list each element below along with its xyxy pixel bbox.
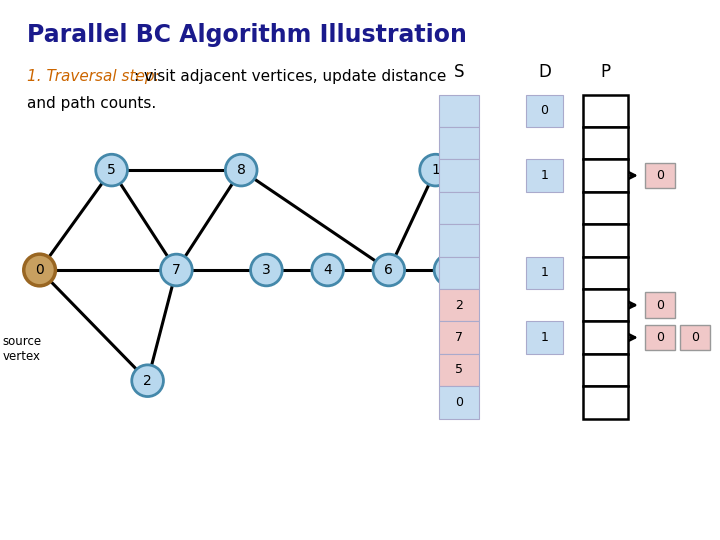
Bar [583, 94, 628, 127]
Text: 8: 8 [237, 163, 246, 177]
Bar [439, 321, 479, 354]
Text: 1: 1 [541, 331, 548, 344]
Text: 0: 0 [690, 331, 699, 344]
Bar [439, 354, 479, 386]
Bar [583, 354, 628, 386]
Bar [526, 321, 563, 354]
Text: 4: 4 [323, 263, 332, 277]
Text: 0: 0 [455, 396, 463, 409]
Bar [526, 256, 563, 289]
Text: 5: 5 [455, 363, 463, 376]
Bar [680, 325, 710, 350]
Bar [583, 386, 628, 418]
Text: Parallel BC Algorithm Illustration: Parallel BC Algorithm Illustration [27, 23, 467, 46]
Ellipse shape [24, 254, 55, 286]
Text: S: S [454, 63, 464, 81]
Text: : visit adjacent vertices, update distance: : visit adjacent vertices, update distan… [134, 69, 446, 84]
Bar [439, 224, 479, 256]
Text: 0: 0 [540, 104, 549, 117]
Bar [439, 192, 479, 224]
Bar [583, 127, 628, 159]
Bar [439, 289, 479, 321]
Bar [583, 256, 628, 289]
Ellipse shape [251, 254, 282, 286]
Text: 2: 2 [455, 299, 463, 312]
Text: 0: 0 [656, 299, 665, 312]
Text: 0: 0 [656, 331, 665, 344]
Text: and path counts.: and path counts. [27, 96, 157, 111]
Text: 0: 0 [656, 169, 665, 182]
Bar [526, 159, 563, 192]
Bar [439, 94, 479, 127]
Ellipse shape [161, 254, 192, 286]
Text: 1: 1 [541, 169, 548, 182]
Bar [645, 325, 675, 350]
Bar [439, 386, 479, 418]
Bar [439, 127, 479, 159]
Ellipse shape [225, 154, 257, 186]
Bar [645, 293, 675, 318]
Text: 1: 1 [541, 266, 548, 279]
Text: 9: 9 [446, 263, 454, 277]
Ellipse shape [373, 254, 405, 286]
Text: 1. Traversal step:: 1. Traversal step: [27, 69, 160, 84]
Text: 5: 5 [107, 163, 116, 177]
Ellipse shape [96, 154, 127, 186]
Text: D: D [538, 63, 551, 81]
Bar [439, 159, 479, 192]
Text: 0: 0 [35, 263, 44, 277]
Text: 7: 7 [172, 263, 181, 277]
Bar [583, 192, 628, 224]
Ellipse shape [132, 365, 163, 396]
Bar [583, 289, 628, 321]
Text: 3: 3 [262, 263, 271, 277]
Ellipse shape [434, 254, 466, 286]
Text: 7: 7 [455, 331, 463, 344]
Bar [583, 159, 628, 192]
Ellipse shape [420, 154, 451, 186]
Text: 1: 1 [431, 163, 440, 177]
Bar [439, 256, 479, 289]
Bar [583, 224, 628, 256]
Bar [526, 94, 563, 127]
Text: P: P [600, 63, 611, 81]
Ellipse shape [312, 254, 343, 286]
Bar [583, 321, 628, 354]
Text: 2: 2 [143, 374, 152, 388]
Bar [645, 163, 675, 188]
Text: 6: 6 [384, 263, 393, 277]
Text: source
vertex: source vertex [2, 335, 41, 363]
